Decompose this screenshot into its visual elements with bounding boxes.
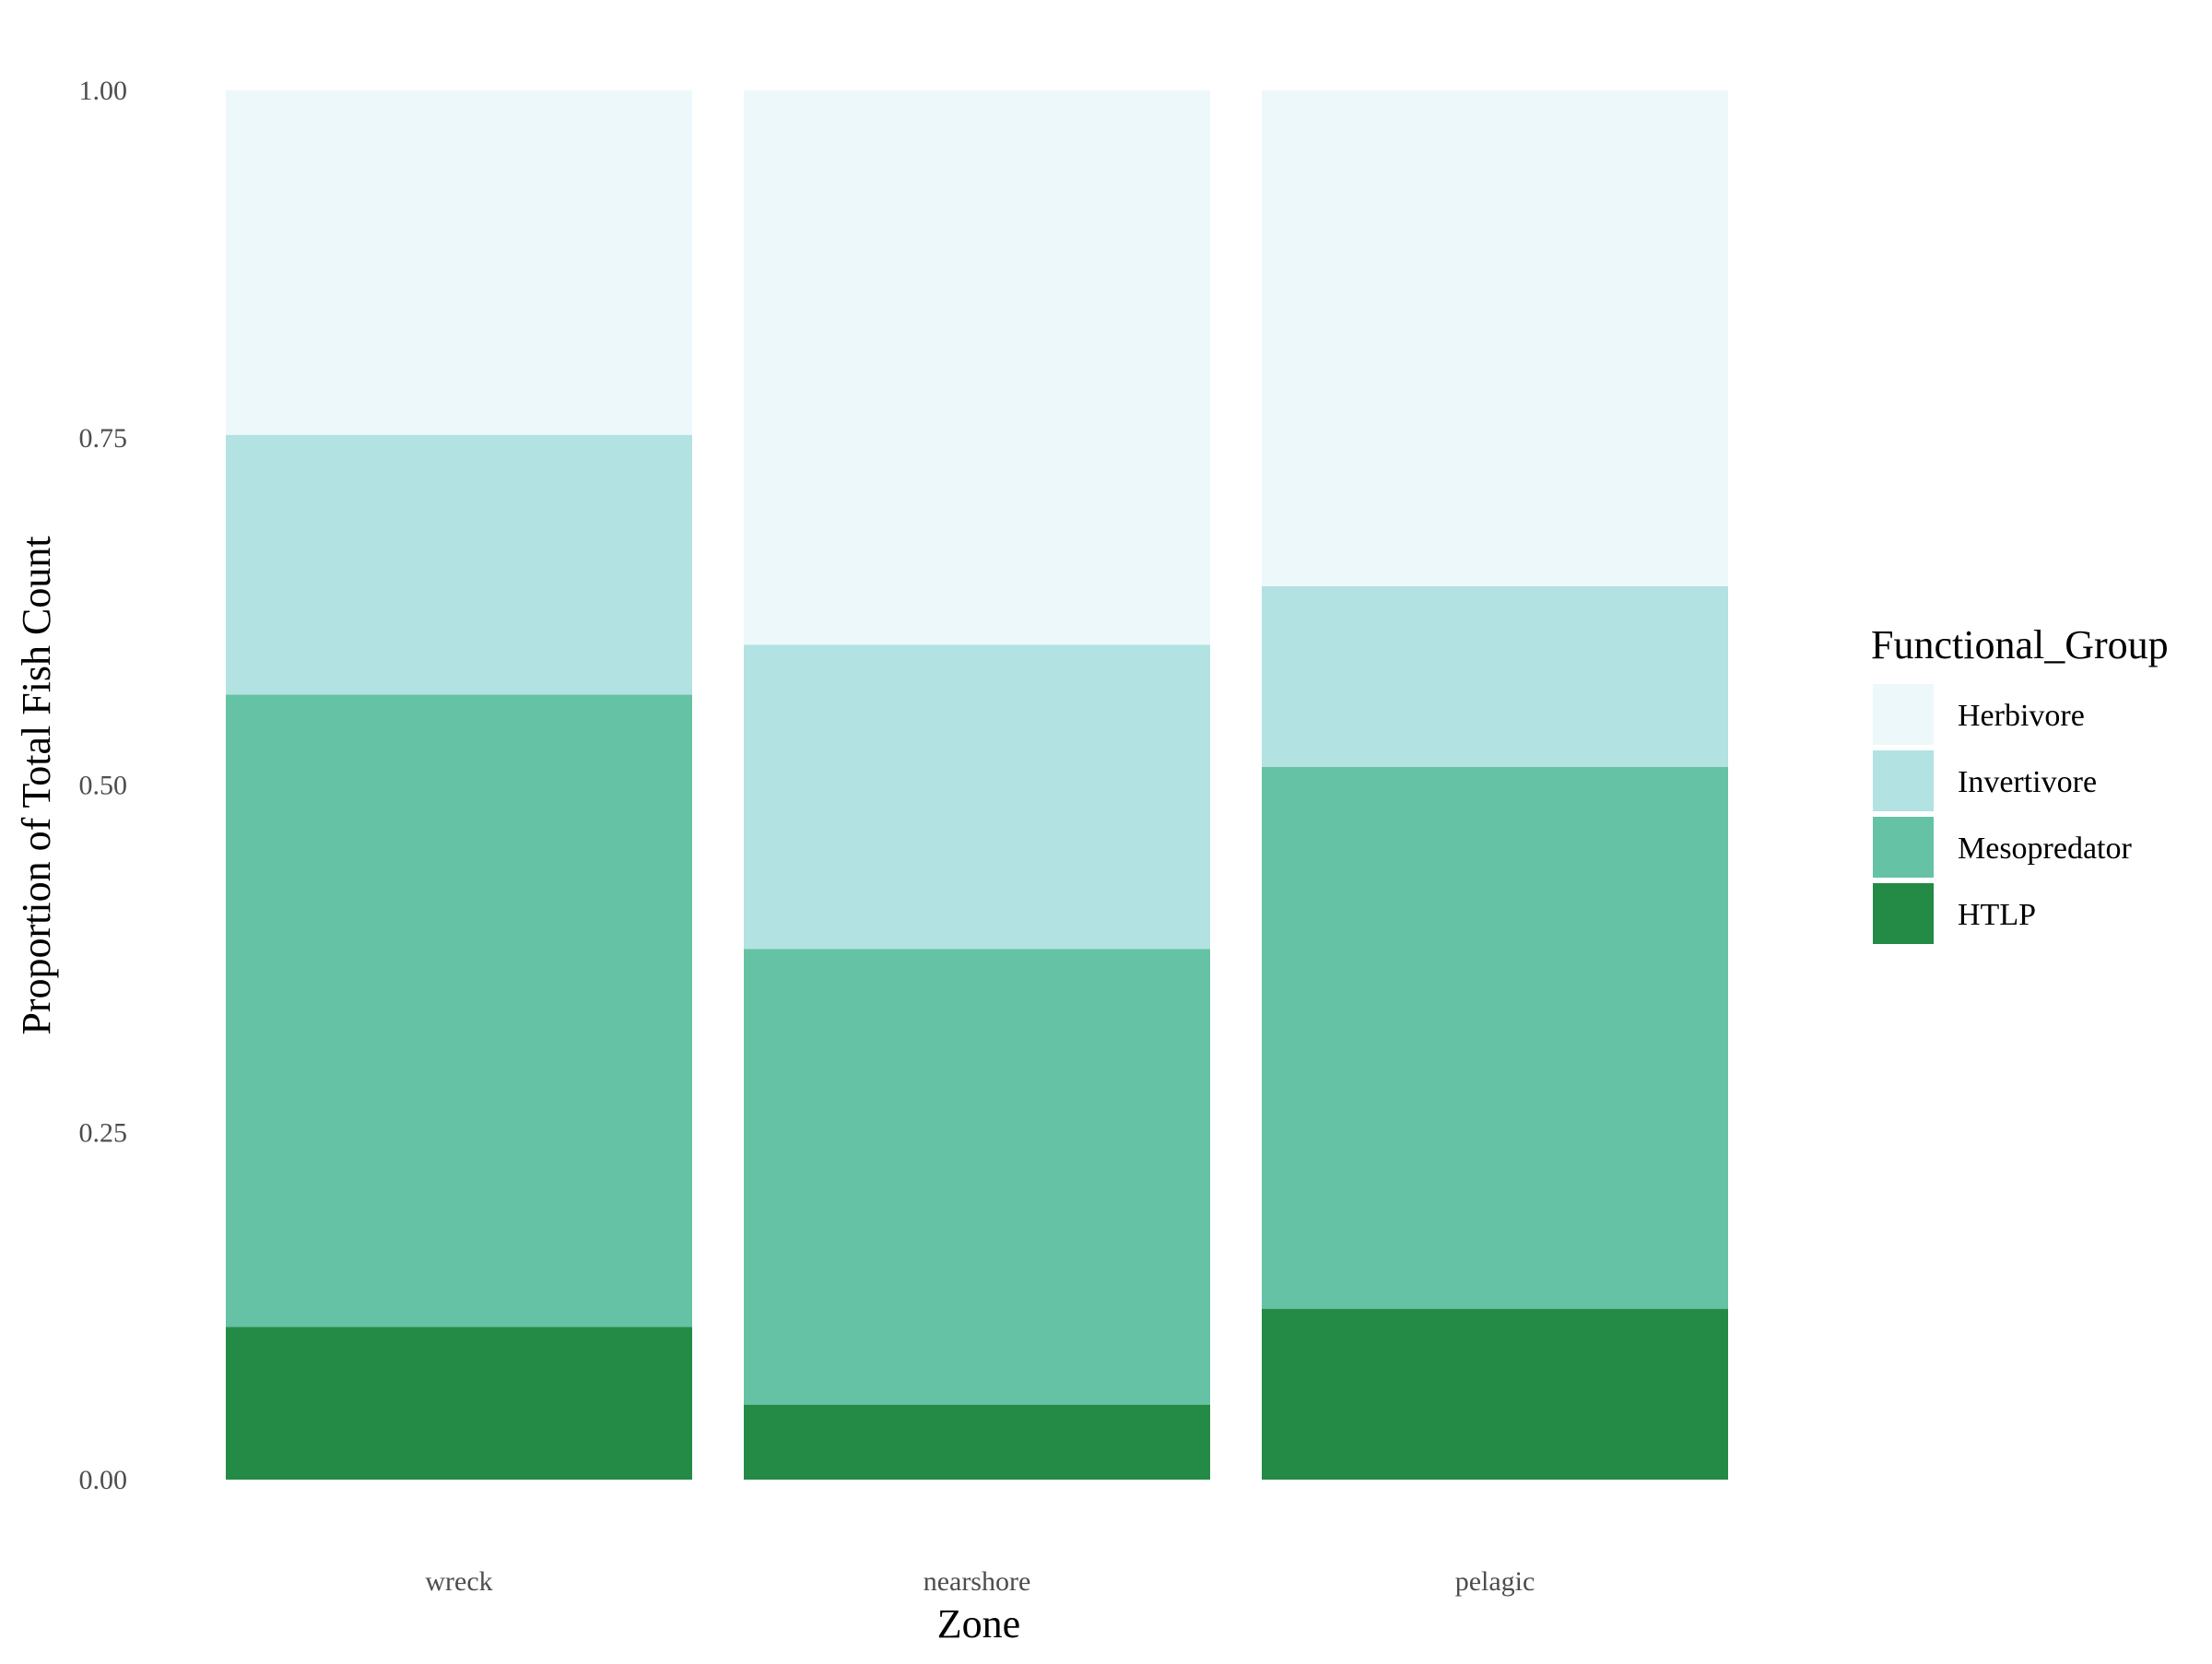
- y-tick-label: 0.00: [79, 1465, 128, 1495]
- legend-title: Functional_Group: [1871, 622, 2169, 667]
- bar-segment-wreck-htlp: [226, 1327, 692, 1480]
- bar-segment-nearshore-mesopredator: [744, 949, 1210, 1405]
- bar-segment-pelagic-htlp: [1262, 1308, 1728, 1480]
- legend: Functional_Group Herbivore Invertivore Mes…: [1871, 622, 2169, 944]
- legend-key-invertivore: [1873, 750, 1934, 811]
- bar-segment-pelagic-invertivore: [1262, 585, 1728, 767]
- bar-segment-wreck-invertivore: [226, 434, 692, 695]
- legend-item-htlp: HTLP: [1873, 883, 2036, 944]
- legend-label-invertivore: Invertivore: [1958, 765, 2097, 799]
- legend-item-invertivore: Invertivore: [1873, 750, 2097, 811]
- legend-key-herbivore: [1873, 684, 1934, 745]
- bar-segment-wreck-herbivore: [226, 90, 692, 435]
- bar-segment-nearshore-invertivore: [744, 644, 1210, 950]
- x-tick-label-wreck: wreck: [425, 1566, 492, 1597]
- legend-key-mesopredator: [1873, 817, 1934, 878]
- bar-segment-wreck-mesopredator: [226, 694, 692, 1328]
- y-tick-label: 0.25: [79, 1117, 128, 1148]
- bar-segment-nearshore-htlp: [744, 1404, 1210, 1480]
- y-tick-label: 1.00: [79, 76, 128, 106]
- legend-item-herbivore: Herbivore: [1873, 684, 2085, 745]
- bar-segment-nearshore-herbivore: [744, 90, 1210, 645]
- legend-label-herbivore: Herbivore: [1958, 699, 2085, 733]
- y-axis-title: Proportion of Total Fish Count: [14, 536, 59, 1034]
- x-axis-ticks: wreck nearshore pelagic: [425, 1566, 1535, 1597]
- legend-key-htlp: [1873, 883, 1934, 944]
- legend-item-mesopredator: Mesopredator: [1873, 817, 2133, 878]
- x-tick-label-nearshore: nearshore: [924, 1566, 1031, 1597]
- bar-segment-pelagic-mesopredator: [1262, 766, 1728, 1309]
- legend-label-mesopredator: Mesopredator: [1958, 832, 2133, 866]
- bars-layer: [226, 90, 1728, 1480]
- x-tick-label-pelagic: pelagic: [1455, 1566, 1535, 1597]
- legend-label-htlp: HTLP: [1958, 898, 2036, 932]
- legend-items: Herbivore Invertivore Mesopredator HTLP: [1873, 684, 2133, 944]
- x-axis-title: Zone: [937, 1601, 1020, 1646]
- y-tick-label: 0.75: [79, 423, 128, 454]
- y-axis-ticks: 0.00 0.25 0.50 0.75 1.00: [79, 76, 128, 1495]
- bar-segment-pelagic-herbivore: [1262, 90, 1728, 586]
- y-tick-label: 0.50: [79, 771, 128, 801]
